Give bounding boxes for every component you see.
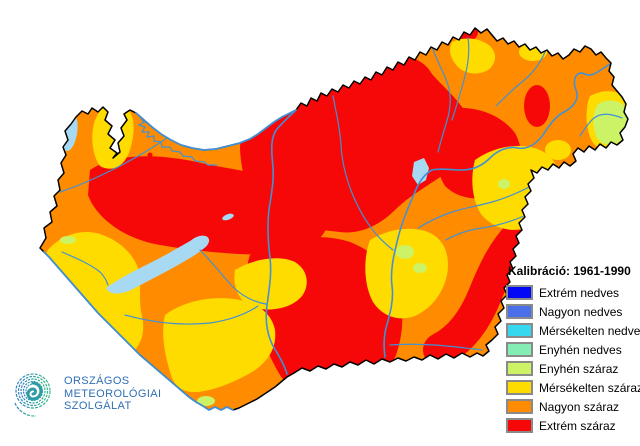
river-drava-border [43,251,234,412]
legend-row: Nagyon száraz [506,397,640,416]
lake-tisza [412,158,429,185]
legend-label: Mérsékelten száraz [539,380,640,395]
omsz-logo-line1: ORSZÁGOS [64,375,130,387]
river-maros [389,343,483,351]
legend-swatch-mildly-wet [506,342,533,357]
legend-label: Nagyon száraz [539,399,620,414]
river-bodrog [495,51,546,107]
legend-swatch-extreme-dry [506,418,533,433]
legend-row: Enyhén száraz [506,359,640,378]
river-koros-north [417,184,534,229]
river-szamos [579,113,623,137]
river-danube [265,109,297,375]
map-rivers [59,37,623,375]
legend-swatch-moderately-dry [506,380,533,395]
river-sio [199,249,267,305]
legend-row: Extrém száraz [506,416,640,435]
legend-label: Mérsékelten nedves [539,323,640,338]
legend-label: Extrém száraz [539,418,616,433]
river-tisza [383,63,611,358]
legend-title: Kalibráció: 1961-1990 [508,264,631,278]
legend-swatch-mildly-dry [506,361,533,376]
legend-row: Enyhén nedves [506,340,640,359]
legend-swatch-extreme-wet [506,285,533,300]
river-zala [61,251,109,286]
lake-balaton-east-basin [186,235,210,253]
legend-label: Enyhén nedves [539,342,622,357]
lake-velence [222,213,234,221]
legend-row: Mérsékelten száraz [506,378,640,397]
legend-row: Mérsékelten nedves [506,321,640,340]
map-border-rivers [43,109,297,412]
omsz-spiral-icon [14,373,51,417]
legend-swatch-moderately-wet [506,323,533,338]
omsz-logo: ORSZÁGOS METEOROLÓGIAI SZOLGÁLAT [10,369,240,423]
legend-row: Nagyon nedves [506,302,640,321]
legend: Kalibráció: 1961-1990 Extrém nedves Nagy… [506,264,640,435]
legend-label: Nagyon nedves [539,304,623,319]
omsz-logo-line2: METEOROLÓGIAI [64,387,162,400]
omsz-logo-line3: SZOLGÁLAT [64,400,132,412]
river-danube-border [135,109,297,151]
river-mosoni-danube [137,116,218,166]
legend-label: Extrém nedves [539,285,620,300]
river-zagyva [332,95,394,251]
legend-row: Extrém nedves [506,283,640,302]
river-sajo [431,45,451,153]
river-hernad [451,37,470,121]
omsz-logo-text: ORSZÁGOS METEOROLÓGIAI SZOLGÁLAT [64,375,162,413]
lake-balaton [106,236,208,294]
legend-label: Enyhén száraz [539,361,619,376]
river-koros-south [445,215,525,241]
legend-swatch-very-dry [506,399,533,414]
legend-swatch-very-wet [506,304,533,319]
river-kapos [124,305,259,325]
